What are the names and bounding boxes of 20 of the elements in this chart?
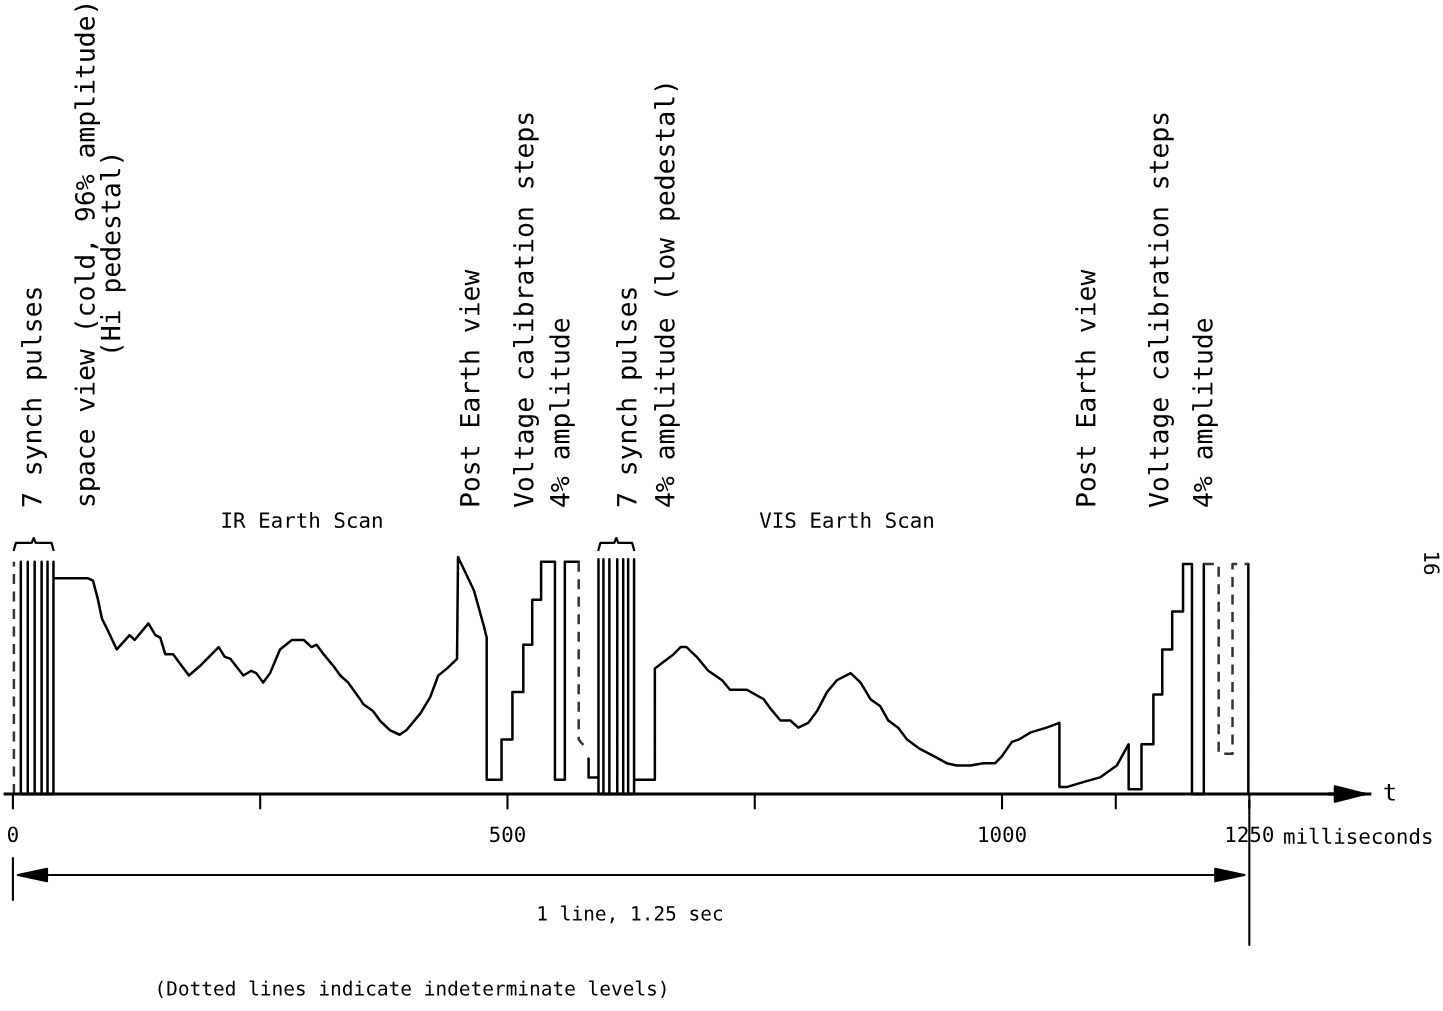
text: 4% amplitude [549, 318, 575, 507]
text: IR Earth Scan [222, 511, 382, 529]
text: Voltage calibration steps [513, 113, 539, 508]
text: VIS Earth Scan [759, 511, 933, 529]
x-axis-title: t [1384, 784, 1395, 801]
x-tick-label: 0 [8, 826, 18, 843]
text: milliseconds [1284, 827, 1432, 845]
text: Post Earth view [1075, 269, 1096, 506]
text: 4% amplitude (low pedestal) [654, 84, 680, 507]
x-tick-label: 1000 [979, 826, 1026, 843]
text: Voltage calibration steps [1148, 113, 1174, 508]
x-tick-label: 500 [490, 826, 525, 843]
text: 4% amplitude [1192, 318, 1218, 507]
text: Post Earth view [459, 269, 480, 506]
text: (Dotted lines indicate indeterminate levels) [158, 980, 666, 998]
text: 16 [1423, 552, 1440, 575]
text: 7 synch pulses [21, 288, 47, 507]
text: space view (cold, 96% amplitude) (Hi pedestal) [74, 5, 126, 506]
text: 7 synch pulses [616, 288, 642, 507]
text: 1 line, 1.25 sec [538, 905, 723, 924]
